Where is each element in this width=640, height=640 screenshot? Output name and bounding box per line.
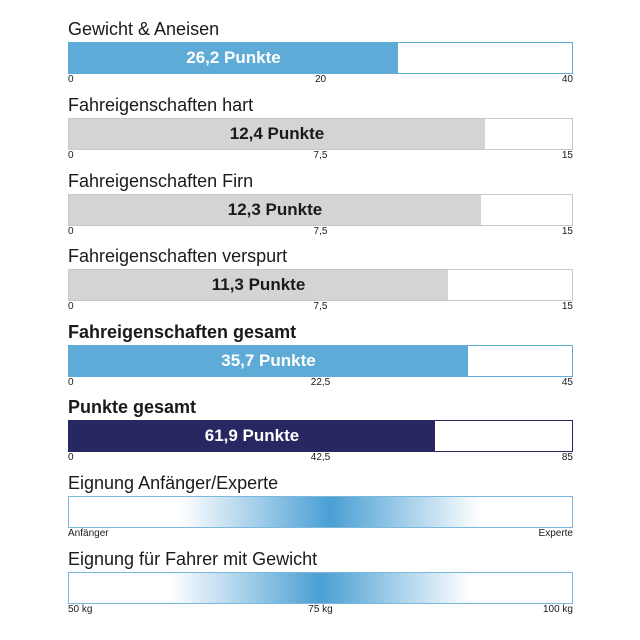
tick-label: Experte [538, 528, 573, 539]
tick-label: 20 [314, 74, 327, 85]
gradient-track [68, 496, 573, 528]
tick-label: 40 [561, 74, 573, 85]
tick-label: 0 [68, 74, 74, 85]
tick-label: 45 [561, 377, 573, 388]
bar-track: 11,3 Punkte [68, 269, 573, 301]
tick-label: 7,5 [313, 301, 328, 312]
tick-label: 0 [68, 301, 74, 312]
bar-track: 35,7 Punkte [68, 345, 573, 377]
bar-fill [69, 43, 398, 73]
tick-label: 42,5 [310, 452, 331, 463]
bar-track: 12,4 Punkte [68, 118, 573, 150]
chart-title: Fahreigenschaften hart [68, 95, 254, 115]
bar-fill [69, 270, 448, 300]
chart-title: Eignung Anfänger/Experte [68, 473, 279, 493]
bar-value-label: 26,2 Punkte [186, 48, 281, 67]
chart-title: Fahreigenschaften gesamt [68, 322, 297, 342]
bar-fill [69, 421, 435, 451]
bar-fill [69, 195, 481, 225]
chart-title: Punkte gesamt [68, 397, 197, 417]
chart-title: Eignung für Fahrer mit Gewicht [68, 549, 318, 569]
tick-label: 15 [561, 150, 573, 161]
gradient-track [68, 572, 573, 604]
bar-value-label: 61,9 Punkte [204, 426, 300, 445]
tick-label: 0 [68, 377, 74, 388]
tick-label: 100 kg [542, 604, 573, 615]
bar-value-label: 12,4 Punkte [229, 124, 325, 143]
chart-title: Fahreigenschaften verspurt [68, 246, 288, 266]
tick-label: 15 [561, 226, 573, 237]
bar-value-label: 35,7 Punkte [221, 351, 316, 370]
bar-fill [69, 346, 468, 376]
tick-label: 15 [561, 301, 573, 312]
chart-title: Fahreigenschaften Firn [68, 171, 254, 191]
bar-track: 61,9 Punkte [68, 420, 573, 452]
tick-label: 85 [561, 452, 573, 463]
tick-label: 0 [68, 226, 74, 237]
tick-label: 75 kg [308, 604, 333, 615]
tick-label: 0 [68, 452, 74, 463]
bar-fill [69, 119, 485, 149]
bar-track: 26,2 Punkte [68, 42, 573, 74]
tick-label: 7,5 [313, 150, 328, 161]
tick-label: 50 kg [68, 604, 93, 615]
bar-value-label: 11,3 Punkte [211, 275, 306, 294]
tick-label: 0 [68, 150, 74, 161]
tick-label: 22,5 [310, 377, 331, 388]
chart-title: Gewicht & Aneisen [68, 19, 220, 39]
tick-label: Anfänger [68, 528, 109, 539]
tick-label: 7,5 [313, 226, 328, 237]
bar-value-label: 12,3 Punkte [227, 200, 323, 219]
bar-track: 12,3 Punkte [68, 194, 573, 226]
